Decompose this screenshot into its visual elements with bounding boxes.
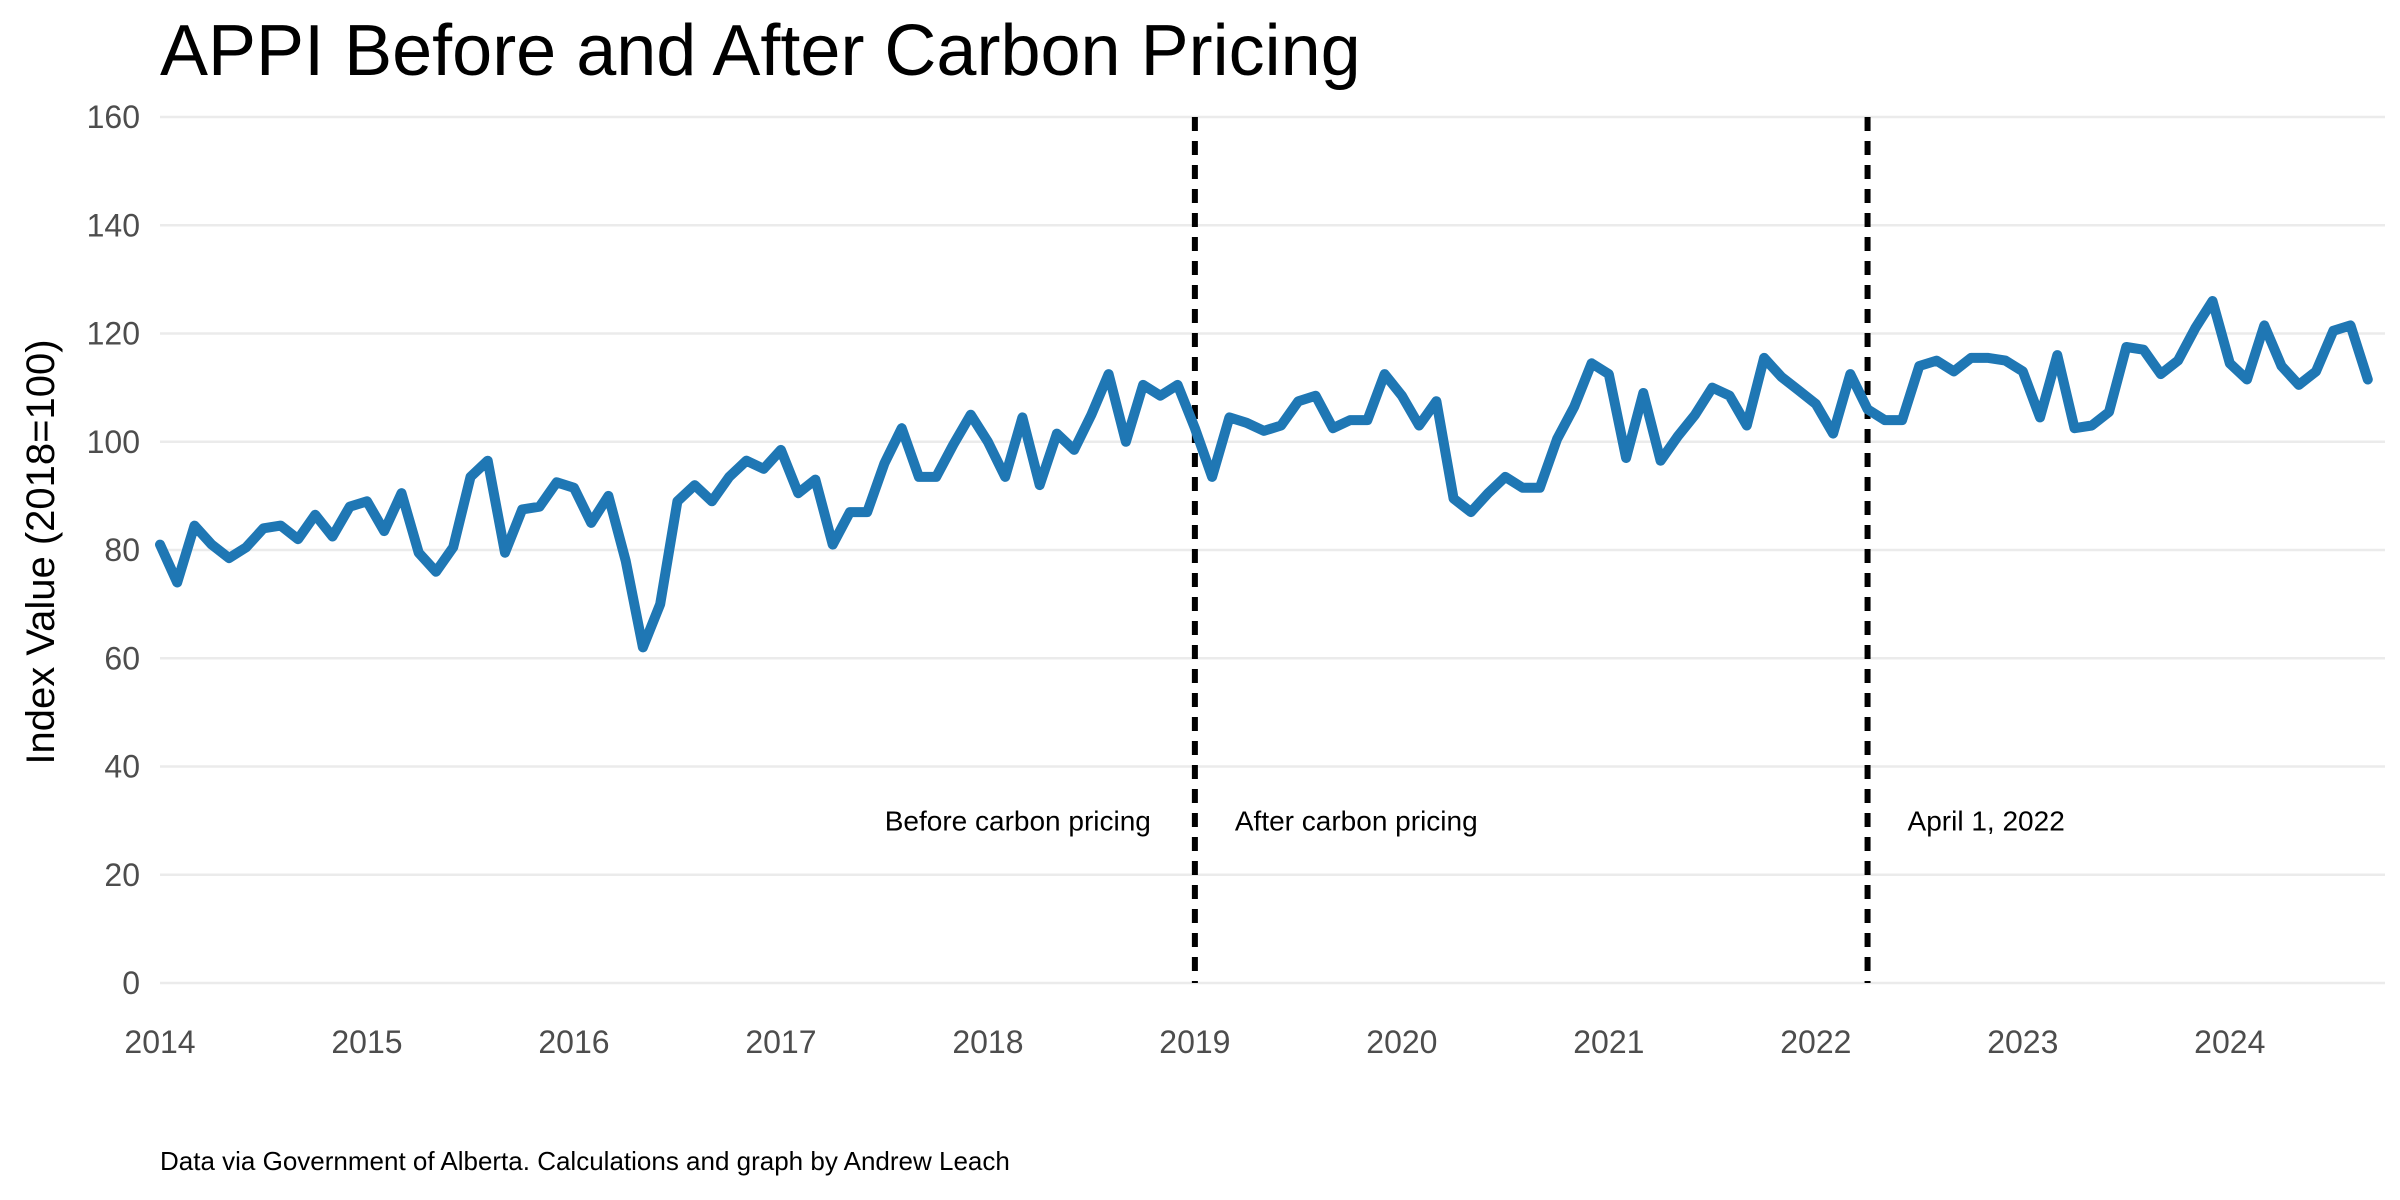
y-axis-label: Index Value (2018=100) [19,339,63,764]
y-tick-label: 40 [104,749,140,785]
chart-caption: Data via Government of Alberta. Calculat… [160,1146,1010,1176]
y-tick-label: 160 [87,99,140,135]
x-tick-label: 2019 [1159,1024,1230,1060]
y-tick-label: 140 [87,207,140,243]
x-tick-label: 2024 [2194,1024,2265,1060]
x-tick-label: 2021 [1573,1024,1644,1060]
x-tick-label: 2022 [1780,1024,1851,1060]
series-line [155,296,2373,653]
y-tick-label: 60 [104,640,140,676]
y-tick-label: 100 [87,424,140,460]
x-tick-label: 2018 [952,1024,1023,1060]
y-tick-label: 0 [122,965,140,1001]
x-tick-label: 2016 [538,1024,609,1060]
x-tick-label: 2023 [1987,1024,2058,1060]
series-layer [155,296,2373,653]
annotations: Before carbon pricing After carbon pricin… [885,806,2065,837]
gridlines [160,115,2385,985]
annotation-label: April 1, 2022 [1908,806,2065,837]
y-tick-label: 80 [104,532,140,568]
reference-lines [1191,117,1871,983]
y-tick-label: 20 [104,857,140,893]
x-tick-label: 2014 [124,1024,195,1060]
x-tick-label: 2020 [1366,1024,1437,1060]
x-tick-label: 2015 [331,1024,402,1060]
y-tick-label: 120 [87,316,140,352]
annotation-label: After carbon pricing [1235,806,1478,837]
annotation-label: Before carbon pricing [885,806,1151,837]
x-tick-label: 2017 [745,1024,816,1060]
chart-title: APPI Before and After Carbon Pricing [160,11,1361,91]
x-axis-ticks: 2014 2015 2016 2017 2018 2019 2020 2021 2022 2023… [124,1024,2265,1060]
y-axis-ticks: 0 20 40 60 80 100 120 140 160 [87,99,140,1001]
